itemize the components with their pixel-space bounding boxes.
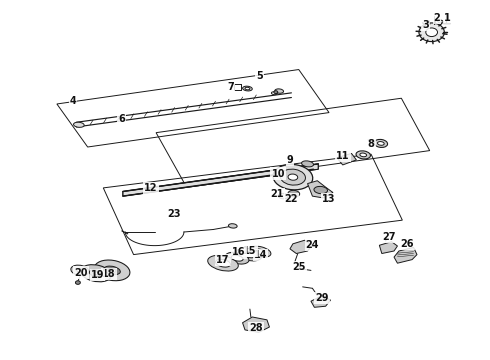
Text: 29: 29 (316, 293, 329, 303)
Polygon shape (311, 296, 331, 307)
Ellipse shape (271, 92, 277, 95)
Circle shape (419, 23, 444, 41)
Ellipse shape (225, 252, 249, 264)
Ellipse shape (76, 269, 83, 272)
Text: 23: 23 (168, 209, 181, 219)
Text: 26: 26 (400, 239, 414, 249)
Ellipse shape (93, 272, 99, 275)
Ellipse shape (280, 169, 305, 185)
Ellipse shape (236, 248, 262, 261)
Polygon shape (290, 240, 313, 253)
Ellipse shape (208, 255, 238, 271)
Text: 2: 2 (434, 13, 441, 23)
Text: 27: 27 (382, 232, 396, 242)
Ellipse shape (301, 161, 314, 167)
Text: 8: 8 (368, 139, 374, 149)
Circle shape (274, 91, 278, 94)
Text: 15: 15 (243, 246, 257, 256)
Text: 9: 9 (287, 155, 294, 165)
Circle shape (426, 28, 438, 37)
Ellipse shape (245, 87, 250, 90)
Ellipse shape (89, 270, 102, 277)
Ellipse shape (248, 246, 271, 257)
Ellipse shape (74, 122, 84, 127)
Ellipse shape (94, 260, 130, 281)
Ellipse shape (288, 190, 300, 197)
Text: 13: 13 (322, 194, 336, 204)
Polygon shape (394, 247, 417, 263)
Ellipse shape (356, 151, 370, 159)
Ellipse shape (228, 224, 237, 228)
Ellipse shape (374, 139, 388, 148)
Text: 16: 16 (232, 247, 246, 257)
Text: 25: 25 (292, 262, 305, 272)
Ellipse shape (275, 89, 284, 93)
Text: 18: 18 (102, 269, 116, 279)
Ellipse shape (273, 165, 313, 190)
Text: 6: 6 (119, 114, 125, 124)
Polygon shape (379, 242, 397, 253)
Text: 11: 11 (336, 150, 349, 161)
Ellipse shape (80, 265, 111, 282)
Polygon shape (308, 181, 333, 198)
Ellipse shape (243, 251, 255, 258)
Ellipse shape (231, 255, 243, 261)
Text: 7: 7 (227, 82, 234, 93)
Ellipse shape (104, 266, 121, 275)
Text: 20: 20 (74, 267, 88, 278)
Ellipse shape (71, 265, 89, 276)
Ellipse shape (278, 193, 288, 199)
Ellipse shape (108, 269, 116, 272)
Text: 24: 24 (306, 240, 319, 250)
Text: 4: 4 (70, 96, 76, 106)
Ellipse shape (377, 141, 384, 145)
Ellipse shape (243, 86, 252, 91)
Ellipse shape (288, 174, 298, 180)
Ellipse shape (314, 186, 327, 194)
Ellipse shape (254, 249, 265, 255)
Text: 19: 19 (91, 270, 104, 280)
Polygon shape (123, 164, 318, 196)
Text: 3: 3 (422, 20, 429, 30)
Ellipse shape (360, 153, 367, 157)
Text: 12: 12 (145, 183, 158, 193)
Text: 21: 21 (270, 189, 284, 199)
Text: 17: 17 (216, 255, 230, 265)
Polygon shape (243, 317, 270, 332)
Text: 22: 22 (285, 194, 298, 204)
Polygon shape (337, 153, 356, 165)
Text: 5: 5 (256, 71, 263, 81)
Text: 28: 28 (249, 323, 263, 333)
Ellipse shape (438, 20, 443, 23)
Ellipse shape (216, 259, 231, 267)
Circle shape (75, 281, 80, 284)
Text: 10: 10 (271, 168, 285, 179)
Text: 14: 14 (254, 249, 268, 260)
Text: 1: 1 (444, 13, 451, 23)
